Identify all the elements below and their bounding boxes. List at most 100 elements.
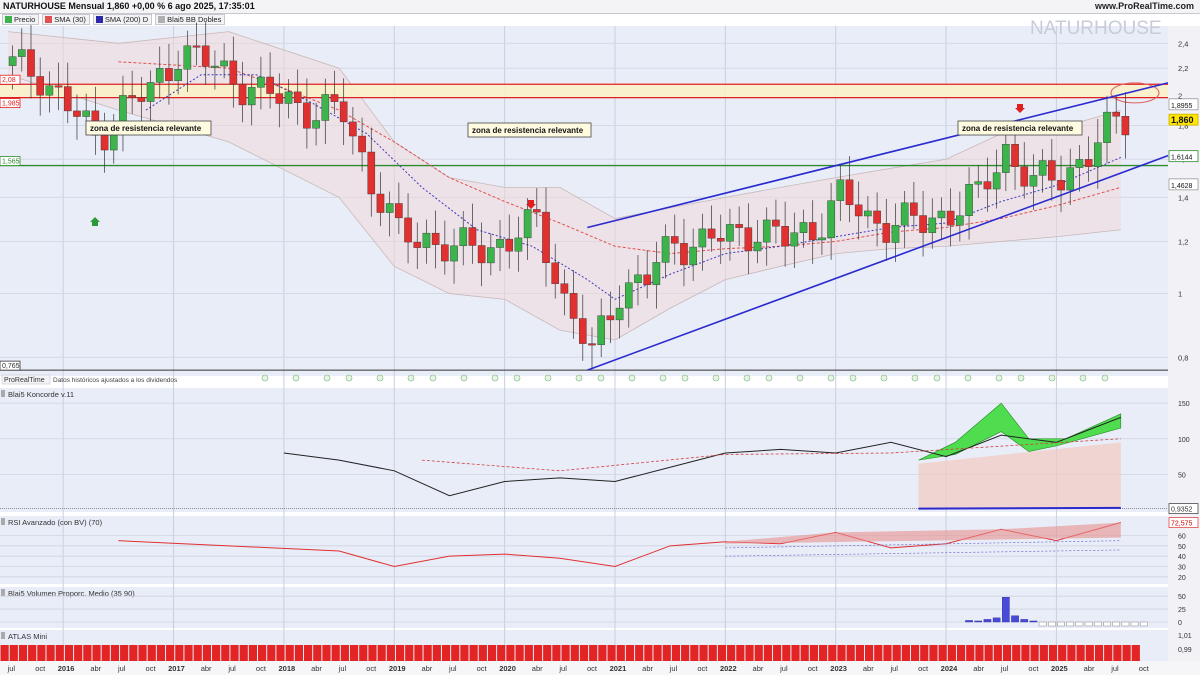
dividend-marker <box>1048 374 1056 382</box>
candle-body <box>183 45 192 70</box>
left-price-tag-label: 1,565 <box>2 159 20 166</box>
atlas-bar <box>460 645 469 661</box>
candle-body <box>487 247 495 264</box>
legend-bb[interactable]: Blai5 BB Dobles <box>155 14 226 25</box>
source-label: ProRealTime <box>4 377 45 384</box>
atlas-bar <box>92 645 101 661</box>
candle-body <box>799 222 808 233</box>
x-axis-tick-label: 2019 <box>389 664 406 673</box>
legend-price[interactable]: Precio <box>2 14 40 25</box>
atlas-bar <box>524 645 533 661</box>
atlas-bar <box>129 645 138 661</box>
candle-body <box>128 95 136 98</box>
site-link[interactable]: www.ProRealTime.com <box>1094 1 1194 11</box>
dividend-marker <box>849 374 857 382</box>
atlas-bar <box>147 645 156 661</box>
price-legend: Precio SMA (30) SMA (200) D Blai5 BB Doble… <box>2 14 226 25</box>
dividend-marker <box>429 374 437 382</box>
atlas-bar <box>1012 645 1021 661</box>
candle-body <box>358 135 366 153</box>
x-axis-tick-label: oct <box>587 664 598 673</box>
source-tag-bg <box>1 374 51 385</box>
atlas-bar <box>239 645 248 661</box>
candle-body <box>441 244 449 262</box>
bollinger-lower-line <box>7 74 1121 341</box>
volume-bar <box>1011 615 1019 623</box>
candle-body <box>900 202 909 226</box>
legend-sma200[interactable]: SMA (200) D <box>92 14 153 25</box>
atlas-bar <box>828 645 837 661</box>
atlas-bar <box>782 645 791 661</box>
atlas-bar <box>791 645 800 661</box>
x-axis-tick-label: jul <box>227 664 236 673</box>
atlas-bar <box>248 645 258 661</box>
atlas-bar <box>773 645 782 661</box>
x-axis-tick-label: abr <box>90 664 101 673</box>
atlas-bar <box>156 645 166 661</box>
x-axis-tick-label: abr <box>753 664 764 673</box>
koncorde-title: Blai5 Koncorde v.11 <box>8 390 74 399</box>
legend-sma30[interactable]: SMA (30) <box>42 14 90 25</box>
dividend-marker <box>292 374 300 382</box>
candle-body <box>560 283 569 294</box>
atlas-bar <box>910 645 920 661</box>
candle-body <box>744 227 753 252</box>
candle-body <box>680 243 688 266</box>
right-axis-bg <box>1168 26 1200 661</box>
candle-body <box>781 226 789 247</box>
atlas-bar <box>267 645 276 661</box>
atlas-bar <box>607 645 616 661</box>
dividend-marker <box>597 374 605 382</box>
dividend-marker <box>491 374 499 382</box>
atlas-bar <box>892 645 901 661</box>
volume-neutral-bar <box>1084 621 1093 627</box>
volume-bar <box>965 620 973 623</box>
atlas-bar <box>101 645 110 661</box>
volume-tick-label: 25 <box>1178 607 1186 614</box>
candle-body <box>220 60 228 67</box>
volume-neutral-bar <box>1057 621 1065 627</box>
legend-swatch <box>5 16 12 23</box>
atlas-bar <box>405 645 414 661</box>
atlas-bar <box>451 645 460 661</box>
atlas-bar <box>598 645 607 661</box>
sma30-line <box>118 61 1121 255</box>
right-price-tag-label: 1,860 <box>1171 115 1194 125</box>
atlas-bar <box>1039 645 1048 661</box>
volume-neutral-bar <box>1038 621 1047 627</box>
x-axis-tick-label: 2017 <box>168 664 185 673</box>
x-axis-tick-label: jul <box>558 664 567 673</box>
right-price-tag-label: 1,8955 <box>1171 103 1193 110</box>
candle-body <box>698 228 707 248</box>
volume-neutral-bar <box>1121 621 1130 627</box>
atlas-bar <box>671 645 681 661</box>
y-axis-tick-label: 1,4 <box>1178 193 1188 202</box>
koncorde-blue-line <box>918 506 1121 510</box>
candle-body <box>1103 111 1111 143</box>
dividend-marker <box>796 374 804 382</box>
atlas-bar <box>920 645 929 661</box>
atlas-bar <box>1058 645 1067 661</box>
candle-body <box>615 307 624 321</box>
x-axis-tick-label: 2021 <box>610 664 627 673</box>
atlas-bar <box>386 645 395 661</box>
x-axis-tick-label: abr <box>973 664 984 673</box>
candle-body <box>284 91 293 104</box>
atlas-bar <box>579 645 589 661</box>
candle-body <box>1011 144 1019 167</box>
candle-body <box>404 217 412 243</box>
y-axis-tick-label: 2,4 <box>1178 39 1188 48</box>
candle-body <box>992 172 1001 190</box>
dividend-marker <box>681 374 689 382</box>
x-axis-tick-label: oct <box>808 664 819 673</box>
candle-body <box>523 209 532 239</box>
atlas-bar <box>497 645 506 661</box>
volume-neutral-bar <box>1075 621 1084 627</box>
sell-arrow-icon <box>526 200 536 209</box>
y-axis-tick-label: 1,2 <box>1178 237 1188 246</box>
candle-body <box>634 274 642 283</box>
rsi-guide-line <box>725 540 1121 549</box>
candle-body <box>1048 160 1056 181</box>
rsi-value-tag <box>1168 517 1199 528</box>
